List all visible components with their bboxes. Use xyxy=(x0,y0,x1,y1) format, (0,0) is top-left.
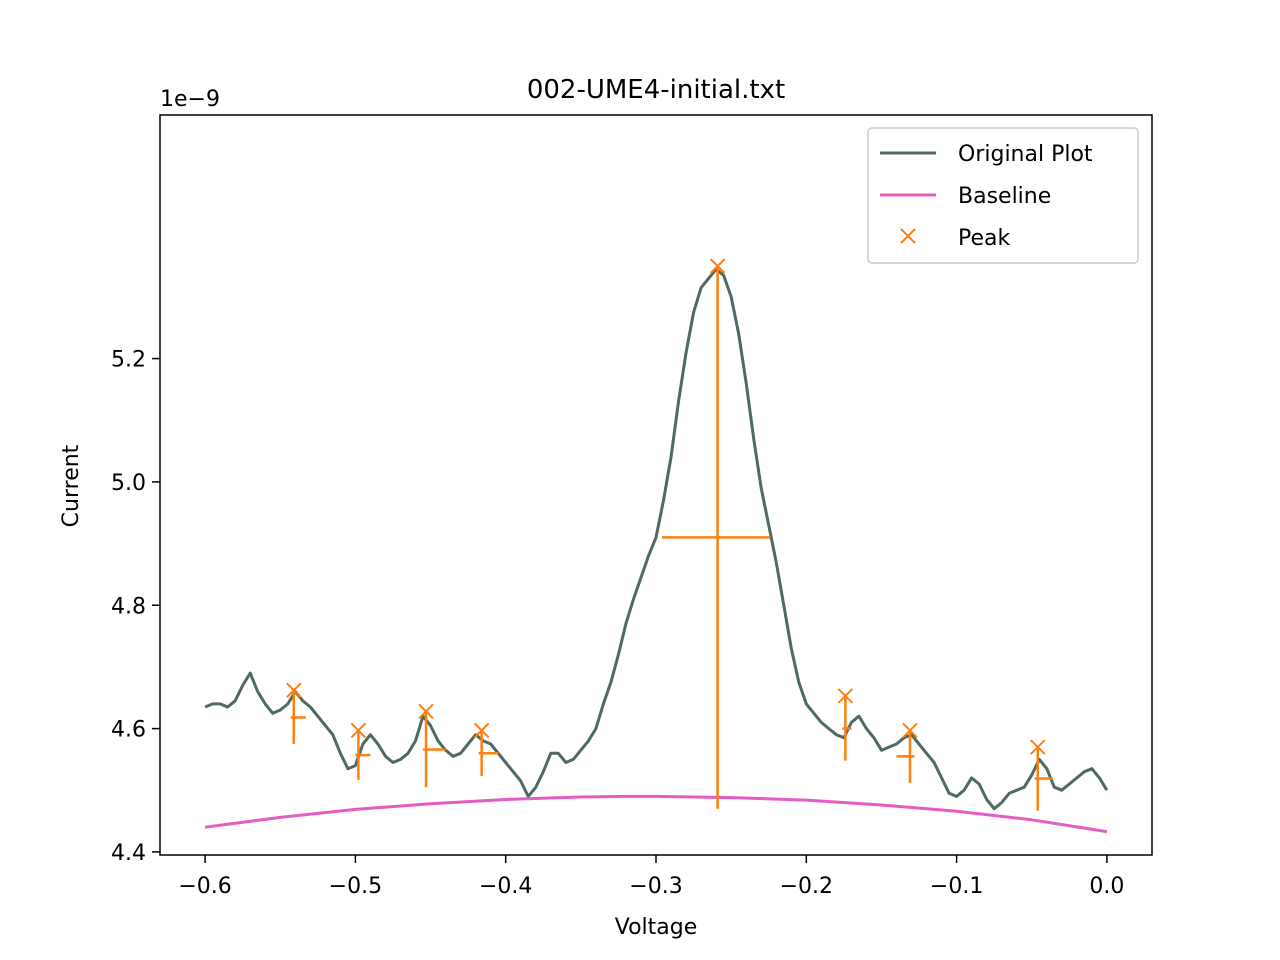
peak-x-mark xyxy=(286,682,302,699)
y-axis-label: Current xyxy=(59,444,84,527)
peak-x-mark xyxy=(709,258,726,274)
x-tick-label: −0.6 xyxy=(178,874,231,899)
x-tick-label: −0.5 xyxy=(329,874,382,899)
peak-marker xyxy=(662,258,771,809)
y-tick-label: 4.6 xyxy=(111,718,146,743)
x-tick-label: −0.1 xyxy=(930,874,983,899)
peak-x-mark xyxy=(902,722,918,739)
legend: Original Plot Baseline Peak xyxy=(867,127,1139,264)
legend-swatch-peak xyxy=(900,228,916,244)
y-tick-label: 5.0 xyxy=(111,471,146,496)
peak-x-mark xyxy=(418,703,434,720)
y-tick-label: 4.4 xyxy=(111,841,146,866)
legend-label-peak: Peak xyxy=(958,226,1010,251)
series-line-baseline xyxy=(204,794,1108,834)
peak-x-mark xyxy=(473,722,490,739)
peak-x-mark xyxy=(837,688,854,704)
x-axis: −0.6 −0.5 −0.4 −0.3 −0.2 −0.1 0.0 xyxy=(178,855,1124,899)
legend-label-baseline: Baseline xyxy=(958,184,1051,209)
peak-x-mark xyxy=(350,722,367,739)
x-tick-label: −0.4 xyxy=(479,874,532,899)
peak-marker xyxy=(418,703,446,788)
peak-marker xyxy=(350,722,371,780)
y-axis-multiplier: 1e−9 xyxy=(160,87,220,112)
legend-box xyxy=(867,127,1139,264)
peak-marker xyxy=(896,722,918,783)
x-axis-label: Voltage xyxy=(615,915,698,940)
y-axis: 4.4 4.6 4.8 5.0 5.2 xyxy=(111,348,160,866)
series-line-original xyxy=(204,267,1109,811)
x-tick-label: 0.0 xyxy=(1089,874,1124,899)
y-tick-label: 5.2 xyxy=(111,348,146,373)
peak-x-mark xyxy=(1030,739,1046,755)
plot-frame xyxy=(159,114,1153,856)
plot-area xyxy=(204,258,1109,834)
peak-marker xyxy=(837,688,854,761)
chart-title: 002-UME4-initial.txt xyxy=(527,75,785,105)
peak-marker xyxy=(286,682,306,744)
x-tick-label: −0.2 xyxy=(780,874,833,899)
peak-marker xyxy=(473,722,499,777)
y-tick-label: 4.8 xyxy=(111,594,146,619)
x-tick-label: −0.3 xyxy=(629,874,682,899)
legend-label-original-plot: Original Plot xyxy=(958,142,1093,167)
peak-marker xyxy=(1030,739,1053,811)
